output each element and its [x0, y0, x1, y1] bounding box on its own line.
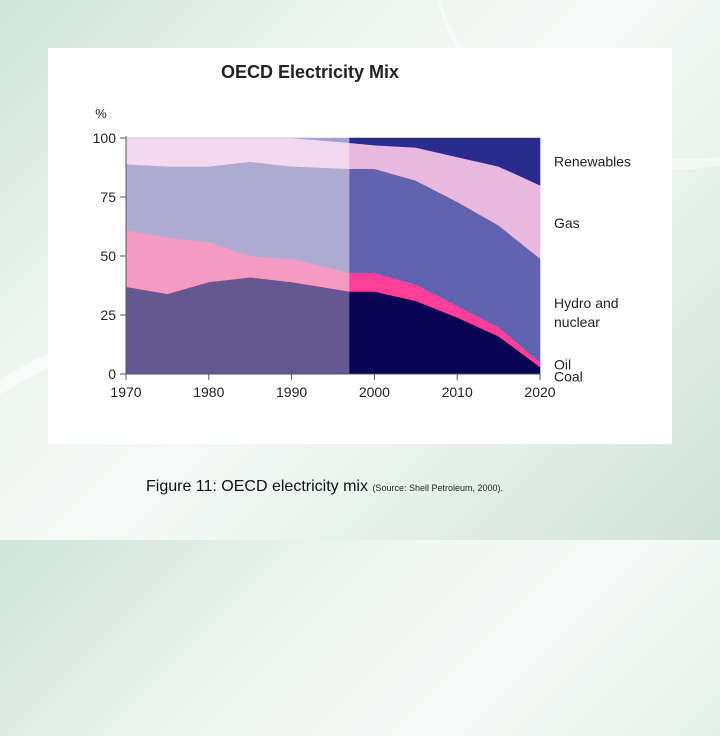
chart-panel: OECD Electricity Mix % 0 25 50 75 100 1970 198… [48, 48, 672, 444]
caption-text: Figure 11: OECD electricity mix [146, 478, 368, 495]
legend-label: Renewables [554, 154, 631, 170]
y-axis-unit: % [95, 106, 107, 121]
y-tick-label: 25 [100, 307, 116, 323]
legend-label: Oil [554, 357, 571, 373]
legend-label: Gas [554, 215, 580, 231]
y-tick-label: 0 [108, 366, 116, 382]
legend-label: Coal [554, 368, 583, 384]
chart: OECD Electricity Mix % 0 25 50 75 100 1970 198… [93, 62, 631, 400]
y-tick-label: 100 [93, 130, 117, 146]
caption-source: (Source: Shell Petroleum, 2000). [372, 483, 504, 493]
area-layers [125, 137, 541, 375]
x-tick-label: 1980 [193, 384, 224, 400]
axes: 0 25 50 75 100 1970 1980 1990 2000 2010 2020 [93, 130, 556, 400]
x-tick-label: 1970 [110, 384, 141, 400]
figure-caption: Figure 11: OECD electricity mix (Source:… [146, 478, 706, 496]
legend-label: Hydro and [554, 295, 619, 311]
x-tick-label: 2000 [359, 384, 390, 400]
chart-title: OECD Electricity Mix [221, 62, 399, 82]
area-renewables-projection [349, 137, 541, 186]
y-tick-label: 50 [100, 248, 116, 264]
x-tick-label: 2010 [442, 384, 473, 400]
x-tick-label: 1990 [276, 384, 307, 400]
legend-label: nuclear [554, 314, 600, 330]
x-tick-label: 2020 [524, 384, 555, 400]
y-tick-label: 75 [100, 189, 116, 205]
